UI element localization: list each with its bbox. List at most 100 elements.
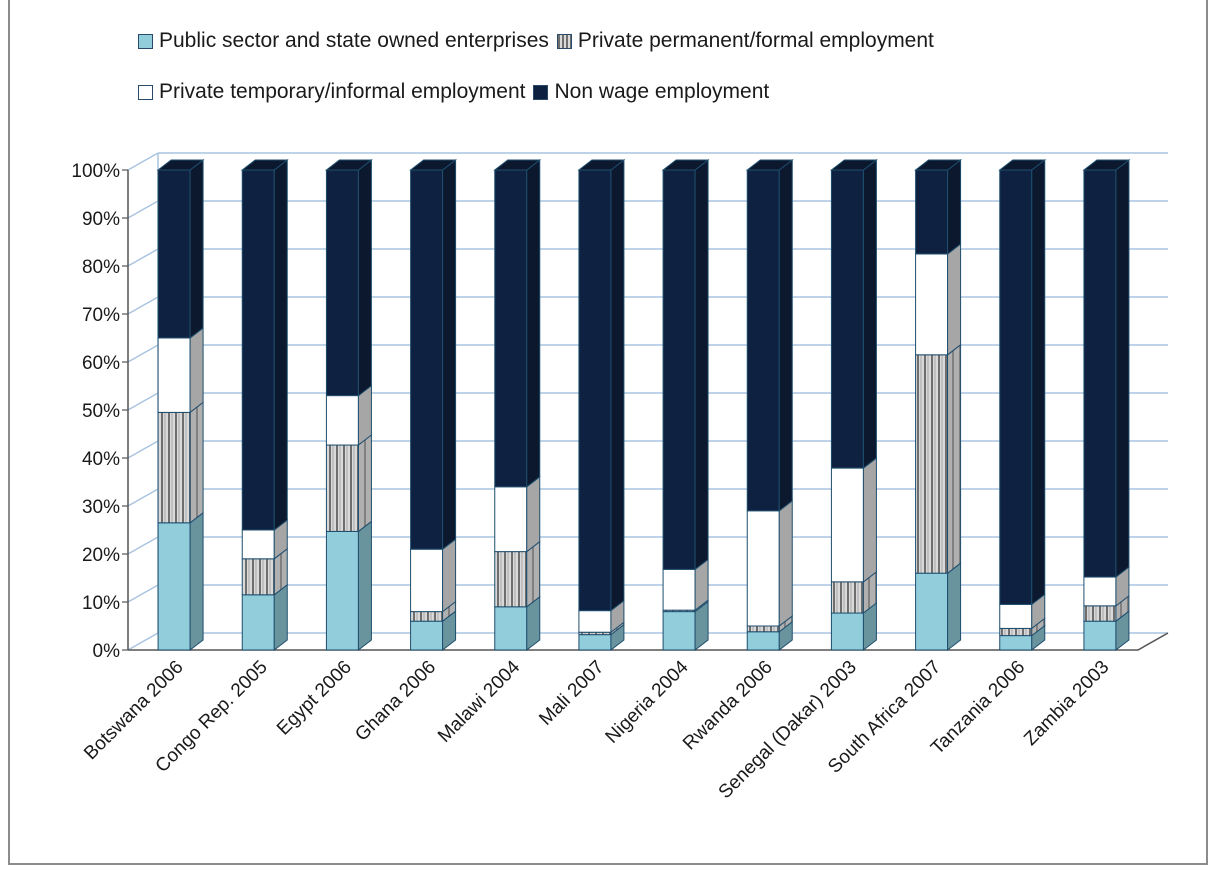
bar-segment [325,169,359,397]
bar-segment-side [694,158,709,571]
bar-segment [325,444,359,532]
bar-segment [662,611,696,651]
y-tick-label: 100% [71,161,120,182]
gridline-depth [127,440,159,459]
chart-legend: Public sector and state owned enterprise… [138,26,1098,128]
bars [156,158,1131,652]
bar-segment-side [947,562,962,652]
bar-segment [662,169,696,570]
bar-segment-side [357,434,372,533]
gridline-depth [127,344,159,363]
bar-segment [241,558,275,596]
gridline-depth [127,392,159,411]
bar-segment [410,169,444,550]
gridline-depth [127,632,159,651]
gridline-depth [127,488,159,507]
bar-segment [746,169,780,512]
bar-segment [325,395,359,446]
legend-item-non-wage: Non wage employment [533,80,769,104]
bar-segment-side [273,158,288,532]
bar-segment-side [442,538,457,613]
bar-top [661,159,710,171]
x-category-label: Malawi 2004 [434,656,525,747]
bar-segment-side [189,326,204,414]
gridline-depth [127,248,159,267]
legend-label-public-sector: Public sector and state owned enterprise… [159,29,549,52]
bar-segment [1083,576,1117,607]
y-tick-label: 30% [82,497,120,518]
bar-segment [915,253,949,356]
bar-segment [1083,605,1117,622]
legend-swatch-non-wage [533,84,549,100]
y-tick-label: 20% [82,545,120,566]
bar-top [493,159,542,171]
bar-segment [494,486,528,553]
bar-segment [157,522,191,651]
bar-segment [746,631,780,651]
x-category-label: Senegal (Dakar) 2003 [715,657,861,803]
bar-segment [915,354,949,574]
bar-segment [494,551,528,608]
legend-label-private-permanent: Private permanent/formal employment [577,29,934,52]
legend-label-non-wage: Non wage employment [554,80,770,103]
gridline-depth [127,296,159,315]
bar-segment [999,635,1033,651]
legend-row-1: Public sector and state owned enterprise… [138,26,1098,56]
bar-top [409,159,458,171]
legend-item-public-sector: Public sector and state owned enterprise… [138,29,549,53]
bar-segment [1083,620,1117,651]
x-category-label: Zambia 2003 [1020,657,1113,750]
bar-segment-side [947,158,962,256]
bar-top [577,159,626,171]
bar-segment [157,169,191,339]
bar-top [324,159,373,171]
bar-segment [157,337,191,413]
bar-segment-side [947,242,962,356]
bar-segment-side [1031,158,1046,606]
bar-segment [578,610,612,633]
bar-segment-side [526,540,541,608]
y-tick-label: 90% [82,209,120,230]
bar-segment [746,625,780,633]
bar-segment [578,169,612,612]
bar-segment [241,529,275,560]
legend-swatch-private-permanent [556,33,572,49]
x-category-label: Nigeria 2004 [602,656,693,747]
x-axis-floor [128,632,1169,651]
bar-top [745,159,794,171]
bar-segment [999,627,1033,637]
legend-swatch-public-sector [138,33,153,49]
bar-top [240,159,289,171]
bar-segment-side [778,499,793,628]
bar-segment [494,606,528,651]
y-tick-label: 50% [82,401,120,422]
bar-segment [578,634,612,651]
bar-segment [241,594,275,651]
bar-segment [999,169,1033,605]
bar-segment-side [442,158,457,551]
y-tick-label: 10% [82,593,120,614]
bar-top [914,159,963,171]
bar-segment-side [862,158,877,470]
gridline-depth [127,152,159,171]
bar-segment-side [526,475,541,553]
bar-segment-side [862,457,877,583]
bar-segment-side [189,401,204,524]
bar-top [998,159,1047,171]
y-tick-label: 60% [82,353,120,374]
y-tick-label: 40% [82,449,120,470]
bar-segment [410,611,444,622]
bar-segment [325,530,359,651]
bar-segment [1083,169,1117,578]
bar-segment [915,572,949,651]
bar-segment [830,169,864,469]
bar-segment [746,510,780,627]
gridline-depth [127,584,159,603]
y-tick-label: 0% [93,641,121,662]
x-category-label: Ghana 2006 [351,657,440,746]
y-tick-label: 70% [82,305,120,326]
bar-top [1082,159,1131,171]
bar-top [829,159,878,171]
legend-row-2: Private temporary/informal employment No… [138,77,1098,107]
